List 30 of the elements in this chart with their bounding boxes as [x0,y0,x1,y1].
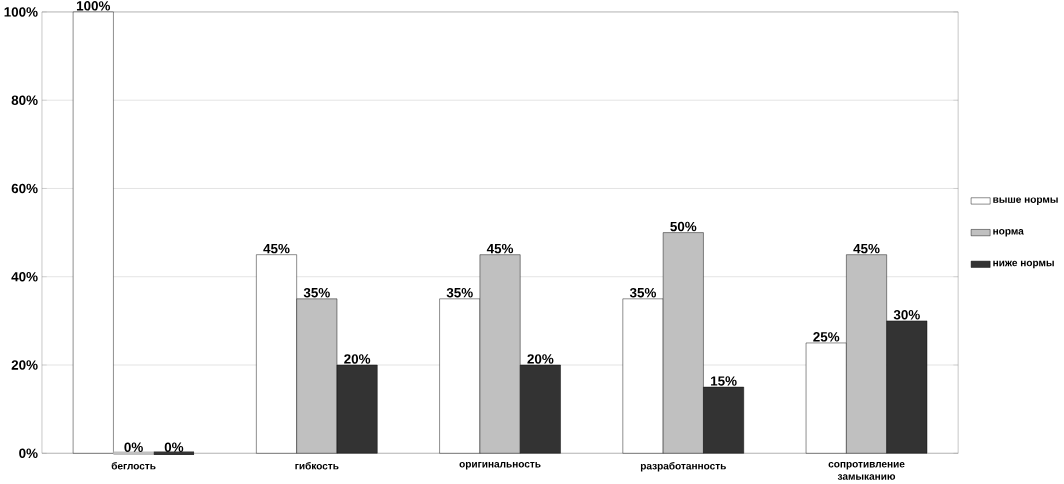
y-tick-label: 0% [19,448,38,459]
x-tick-label: гибкость [295,462,339,470]
y-tick-label: 100% [4,7,38,17]
data-label: 50% [670,222,697,232]
y-tick-label: 20% [11,360,38,370]
data-label: 35% [629,288,657,298]
x-tick-label: беглость [111,462,156,470]
data-label: 35% [446,288,473,298]
data-label: 20% [344,354,371,364]
data-label: 25% [813,332,840,342]
x-tick-label: сопротивление замыканию [828,462,905,481]
y-tick-label: 80% [11,95,38,106]
data-label: 15% [711,376,737,386]
bar [72,11,114,454]
data-label: 35% [303,288,330,298]
legend-label: выше нормы [993,197,1058,206]
x-tick-label: разработанность [640,462,726,472]
data-label: 45% [263,244,290,254]
data-label: 0% [124,442,143,453]
data-label: 45% [486,244,514,254]
data-label: 20% [527,354,554,364]
x-tick-label: оригинальность [459,462,541,470]
data-label: 45% [853,244,880,254]
data-label: 100% [76,1,111,11]
data-label: 30% [893,310,920,320]
y-tick-label: 40% [11,272,38,282]
y-tick-label: 60% [11,183,38,194]
legend-label: ниже нормы [993,260,1054,269]
legend-label: норма [993,229,1024,237]
data-label: 0% [164,442,184,453]
